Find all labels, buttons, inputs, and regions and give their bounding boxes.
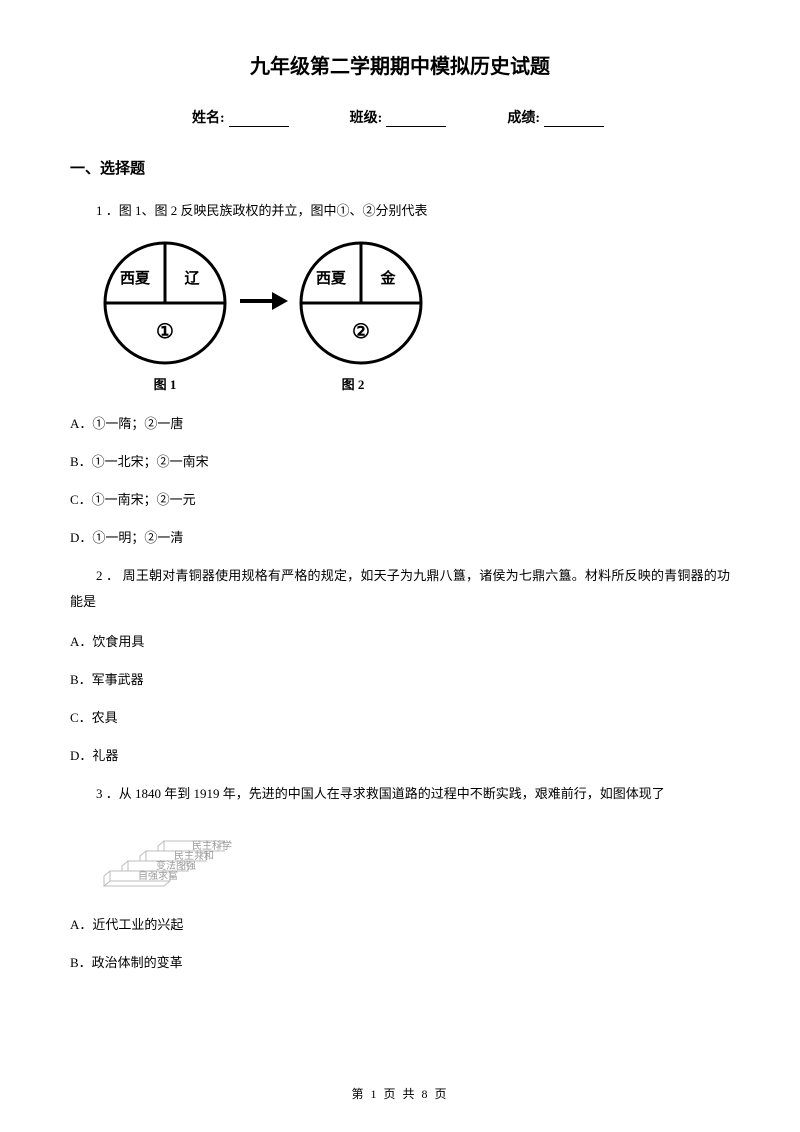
c1-label: 图 1 (100, 374, 230, 393)
class-blank (386, 113, 446, 127)
student-info-line: 姓名: 班级: 成绩: (70, 107, 730, 127)
q1-diagram: 西夏 辽 ① 西夏 金 ② (100, 238, 730, 393)
c1-top-left: 西夏 (120, 270, 151, 287)
q1-option-c: C．①一南宋；②一元 (70, 487, 730, 513)
q2-option-b: B．军事武器 (70, 667, 730, 693)
score-blank (544, 113, 604, 127)
page-footer: 第 1 页 共 8 页 (0, 1085, 800, 1102)
page-title: 九年级第二学期期中模拟历史试题 (70, 50, 730, 79)
q1-circle-1: 西夏 辽 ① (100, 238, 230, 368)
c1-top-right: 辽 (184, 270, 199, 287)
q2-option-c: C．农具 (70, 705, 730, 731)
section-1-title: 一、选择题 (70, 157, 730, 178)
q1-circle-2: 西夏 金 ② (296, 238, 426, 368)
name-label: 姓名: (192, 111, 225, 126)
q2-option-a: A．饮食用具 (70, 629, 730, 655)
q2-option-d: D．礼器 (70, 743, 730, 769)
name-blank (229, 113, 289, 127)
c2-bottom: ② (352, 321, 370, 343)
q3-option-b: B．政治体制的变革 (70, 950, 730, 976)
c2-top-left: 西夏 (316, 270, 347, 287)
score-label: 成绩: (507, 111, 540, 126)
q1-stem: 1 ．图 1、图 2 反映民族政权的并立，图中①、②分别代表 (70, 198, 730, 224)
c2-label: 图 2 (288, 374, 418, 393)
c1-bottom: ① (156, 321, 174, 343)
c2-top-right: 金 (379, 269, 396, 287)
q3-stem: 3 ．从 1840 年到 1919 年，先进的中国人在寻求救国道路的过程中不断实… (70, 781, 730, 807)
q1-option-d: D．①一明；②一清 (70, 525, 730, 551)
q1-option-b: B．①一北宋；②一南宋 (70, 449, 730, 475)
class-label: 班级: (350, 111, 383, 126)
q1-option-a: A．①一隋；②一唐 (70, 411, 730, 437)
step-4-text: 民主科学 (192, 839, 232, 852)
q3-option-a: A．近代工业的兴起 (70, 912, 730, 938)
arrow-icon (238, 286, 288, 321)
q3-steps-diagram: 自强求富 变法图强 民主共和 民主科学 (100, 821, 240, 896)
q2-stem: 2 ． 周王朝对青铜器使用规格有严格的规定，如天子为九鼎八簋，诸侯为七鼎六簋。材… (70, 563, 730, 615)
